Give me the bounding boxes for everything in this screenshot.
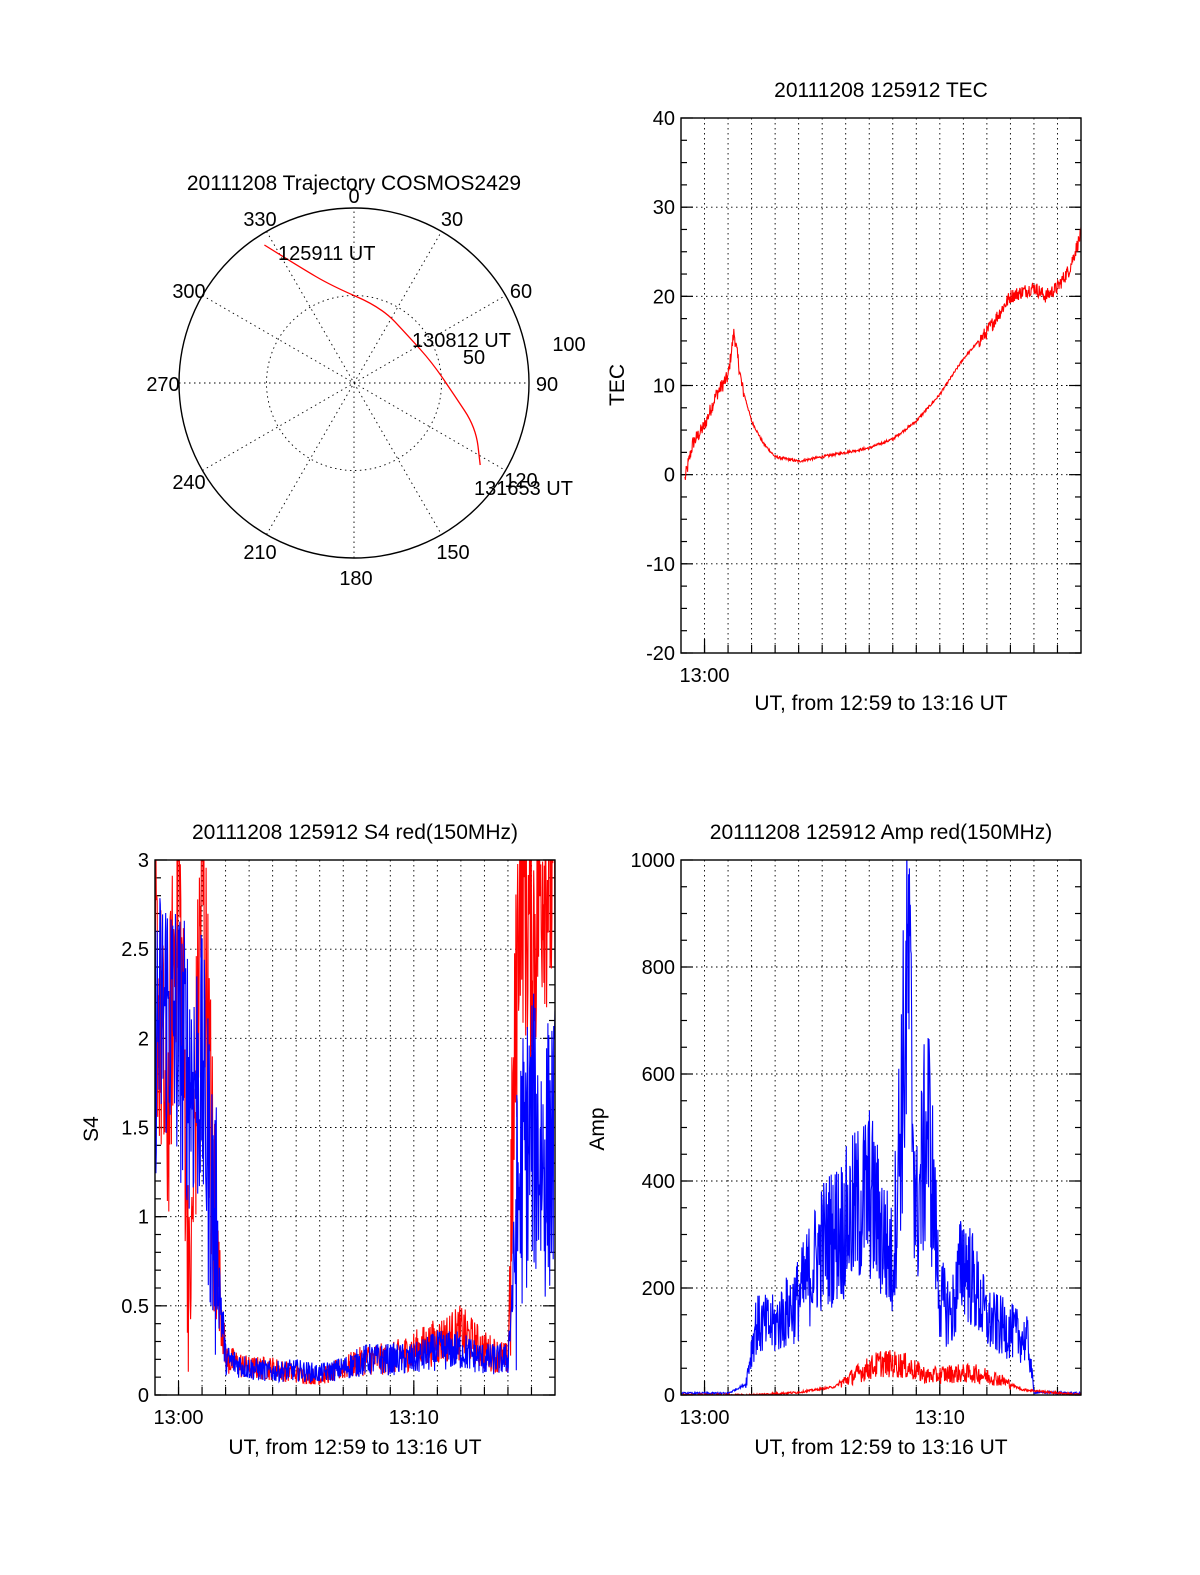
tec-grid — [681, 118, 1081, 653]
s4-ylabel: S4 — [80, 1116, 103, 1142]
tec-y-tick-label: 30 — [653, 197, 675, 219]
s4-plot-frame — [154, 859, 556, 1396]
s4-y-tick-labels: 0 0.5 1 1.5 2 2.5 3 — [121, 850, 149, 1407]
amp-x-tick-label: 13:00 — [679, 1407, 729, 1429]
tec-xlabel: UT, from 12:59 to 13:16 UT — [754, 692, 1007, 715]
polar-radius-label-100: 100 — [552, 334, 585, 356]
amp-panel: 20111208 125912 Amp red(150MHz) Amp UT, … — [586, 821, 1082, 1459]
amp-ylabel: Amp — [586, 1107, 609, 1150]
s4-y-tick-label: 1.5 — [121, 1118, 149, 1140]
s4-x-tick-labels: 13:00 13:10 — [153, 1407, 438, 1429]
s4-x-tick-label: 13:00 — [153, 1407, 203, 1429]
polar-az-label-120: 120 — [504, 470, 537, 492]
polar-inner-circle — [266, 295, 442, 471]
amp-y-tick-label: 1000 — [631, 850, 676, 872]
tec-y-tick-label: 40 — [653, 108, 675, 130]
amp-y-tick-label: 200 — [642, 1278, 675, 1300]
polar-az-label-300: 300 — [172, 281, 205, 303]
polar-start-time-annotation: 125911 UT — [278, 243, 375, 265]
s4-x-tick-label: 13:10 — [389, 1407, 439, 1429]
amp-plot-frame — [680, 859, 1082, 1396]
tec-series-line-0 — [684, 227, 1081, 480]
amp-series-line-1 — [681, 1350, 1081, 1395]
amp-title: 20111208 125912 Amp red(150MHz) — [710, 821, 1052, 844]
tec-ylabel: TEC — [606, 364, 629, 406]
tec-y-tick-labels: -20 -10 0 10 20 30 40 — [646, 108, 675, 665]
s4-grid — [155, 860, 555, 1395]
tec-panel: 20111208 125912 TEC TEC UT, from 12:59 t… — [606, 79, 1082, 715]
polar-spokes — [179, 208, 529, 558]
amp-series-line-0 — [681, 860, 1081, 1395]
polar-radius-label-50: 50 — [463, 347, 485, 369]
s4-y-tick-label: 0 — [138, 1385, 149, 1407]
s4-y-tick-label: 2.5 — [121, 939, 149, 961]
tec-series-group — [684, 227, 1081, 480]
s4-y-tick-label: 2 — [138, 1028, 149, 1050]
tec-x-tick-labels: 13:00 — [679, 665, 729, 687]
s4-panel: 20111208 125912 S4 red(150MHz) S4 UT, fr… — [80, 821, 556, 1459]
amp-series-group — [681, 860, 1081, 1395]
s4-title: 20111208 125912 S4 red(150MHz) — [192, 821, 518, 844]
tec-y-tick-label: 10 — [653, 376, 675, 398]
amp-y-tick-labels: 0 200 400 600 800 1000 — [631, 850, 676, 1407]
s4-y-tick-label: 3 — [138, 850, 149, 872]
amp-x-tick-labels: 13:00 13:10 — [679, 1407, 964, 1429]
polar-title: 20111208 Trajectory COSMOS2429 — [187, 172, 521, 195]
polar-az-label-60: 60 — [510, 281, 532, 303]
s4-series-line-1 — [155, 898, 555, 1384]
polar-trajectory-line — [264, 244, 481, 466]
tec-x-tick-label: 13:00 — [679, 665, 729, 687]
polar-mid-time-annotation: 130812 UT — [412, 330, 511, 352]
polar-az-label-150: 150 — [436, 542, 469, 564]
polar-az-label-30: 30 — [441, 209, 463, 231]
tec-y-tick-label: -10 — [646, 554, 675, 576]
amp-tick-marks — [681, 859, 1081, 1396]
s4-xlabel: UT, from 12:59 to 13:16 UT — [228, 1436, 481, 1459]
polar-az-label-180: 180 — [339, 568, 372, 590]
tec-y-tick-label: 20 — [653, 286, 675, 308]
tec-y-tick-label: 0 — [664, 465, 675, 487]
amp-x-tick-label: 13:10 — [915, 1407, 965, 1429]
polar-az-label-210: 210 — [243, 542, 276, 564]
polar-az-label-90: 90 — [536, 374, 558, 396]
polar-az-label-0: 0 — [348, 186, 359, 208]
polar-spoke-150 — [266, 231, 442, 535]
polar-end-time-annotation: 131653 UT — [474, 478, 573, 500]
amp-xlabel: UT, from 12:59 to 13:16 UT — [754, 1436, 1007, 1459]
amp-y-tick-label: 400 — [642, 1171, 675, 1193]
polar-az-label-240: 240 — [172, 472, 205, 494]
amp-y-tick-label: 800 — [642, 957, 675, 979]
s4-y-tick-label: 1 — [138, 1207, 149, 1229]
s4-series-group — [155, 860, 555, 1385]
tec-y-tick-label: -20 — [646, 643, 675, 665]
polar-az-label-330: 330 — [243, 209, 276, 231]
tec-title: 20111208 125912 TEC — [774, 79, 988, 102]
polar-az-label-270: 270 — [146, 374, 179, 396]
s4-y-tick-label: 0.5 — [121, 1296, 149, 1318]
amp-y-tick-label: 600 — [642, 1064, 675, 1086]
amp-y-tick-label: 0 — [664, 1385, 675, 1407]
polar-panel: 20111208 Trajectory COSMOS2429 0 30 60 9… — [146, 172, 585, 590]
tec-plot-frame — [680, 117, 1082, 654]
amp-grid — [681, 860, 1081, 1395]
